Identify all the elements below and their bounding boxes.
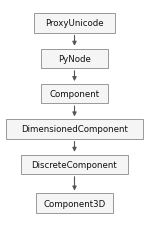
Text: DiscreteComponent: DiscreteComponent	[32, 160, 117, 169]
FancyBboxPatch shape	[6, 120, 143, 139]
Text: Component: Component	[49, 90, 100, 99]
FancyBboxPatch shape	[34, 14, 115, 33]
Text: PyNode: PyNode	[58, 54, 91, 64]
FancyBboxPatch shape	[41, 49, 108, 69]
Text: ProxyUnicode: ProxyUnicode	[45, 19, 104, 28]
FancyBboxPatch shape	[41, 85, 108, 104]
Text: Component3D: Component3D	[43, 199, 106, 208]
Text: DimensionedComponent: DimensionedComponent	[21, 125, 128, 134]
FancyBboxPatch shape	[36, 193, 113, 213]
FancyBboxPatch shape	[21, 155, 128, 174]
